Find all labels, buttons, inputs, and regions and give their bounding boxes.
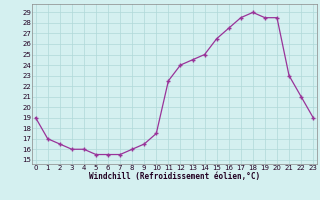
- X-axis label: Windchill (Refroidissement éolien,°C): Windchill (Refroidissement éolien,°C): [89, 172, 260, 181]
